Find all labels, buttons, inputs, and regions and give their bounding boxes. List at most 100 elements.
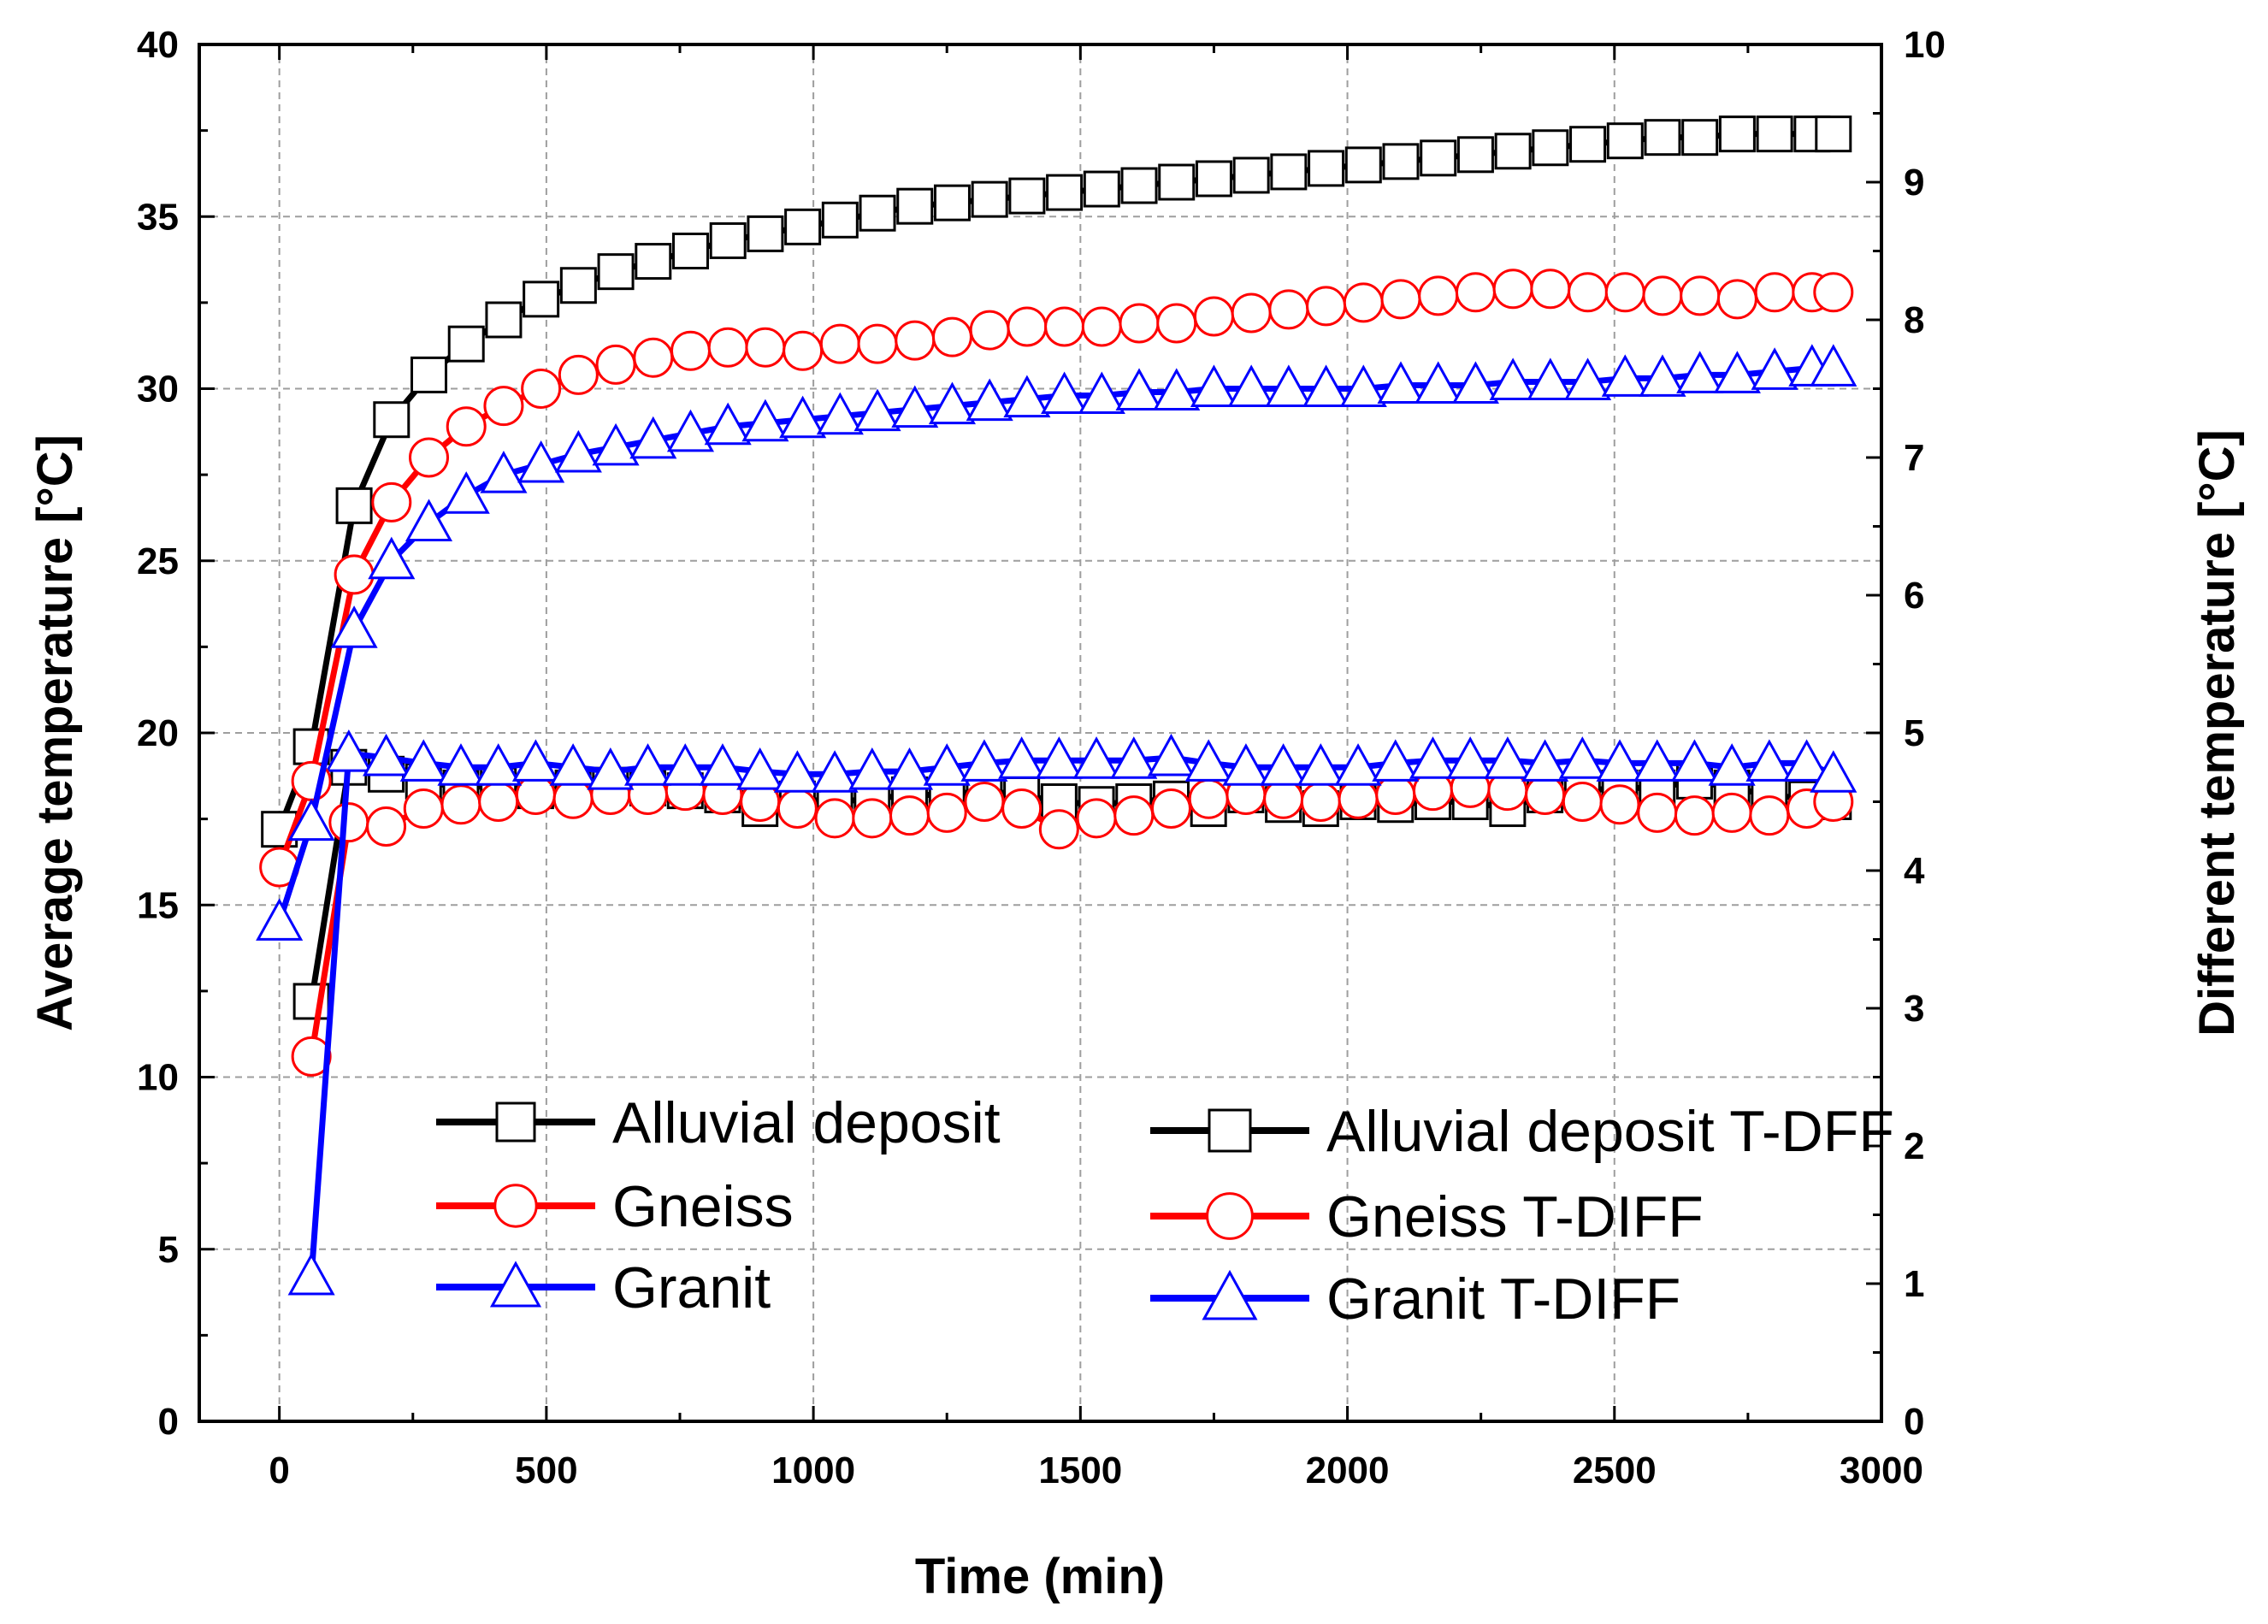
data-point: [1372, 739, 1420, 782]
data-point: [511, 739, 559, 782]
data-point: [1455, 272, 1496, 313]
data-point: [671, 233, 709, 269]
data-point: [517, 440, 565, 483]
y-tick-label: 40: [137, 24, 179, 66]
legend-marker: [495, 1101, 536, 1143]
data-point: [1754, 272, 1795, 313]
data-point: [1268, 289, 1309, 330]
data-point: [552, 778, 594, 819]
axis-layer: 0 500 1000 1500 2000 2500 30000510152025303540…: [137, 24, 1946, 1491]
legend-marker: [1202, 1269, 1258, 1320]
data-point: [1038, 809, 1079, 850]
data-point: [891, 385, 939, 428]
data-point: [784, 208, 822, 245]
data-point: [741, 399, 789, 442]
data-point: [1147, 733, 1196, 777]
data-point: [1639, 354, 1686, 397]
data-point: [1113, 795, 1155, 836]
x-tick-label: 0: [269, 1450, 289, 1491]
data-point: [1227, 364, 1275, 407]
data-point: [437, 743, 485, 786]
data-point: [334, 554, 375, 595]
data-point: [475, 743, 523, 786]
data-point: [1081, 306, 1122, 347]
legend-marker: [1208, 1108, 1252, 1153]
legend-entry: Gneiss: [436, 1174, 794, 1239]
data-point: [1072, 736, 1120, 779]
data-point: [480, 451, 528, 493]
data-point: [1382, 143, 1420, 180]
data-point: [1078, 371, 1125, 415]
legend-label: Alluvial deposit T-DFF: [1326, 1099, 1894, 1164]
data-point: [928, 381, 977, 425]
data-point: [373, 401, 410, 439]
series-1: [259, 269, 1854, 888]
x-axis-title: Time (min): [915, 1549, 1165, 1604]
data-point: [1745, 739, 1793, 782]
data-point: [363, 733, 410, 777]
data-point: [1420, 139, 1457, 177]
data-point: [1711, 792, 1752, 833]
data-point: [1718, 115, 1756, 153]
y2-tick-label: 8: [1904, 299, 1924, 341]
x-tick-label: 1500: [1038, 1450, 1122, 1491]
data-point: [1606, 122, 1644, 160]
data-point: [1568, 272, 1609, 313]
data-point: [1232, 156, 1270, 194]
data-point: [1492, 269, 1533, 310]
data-point: [1409, 736, 1457, 779]
data-point: [1265, 364, 1313, 407]
data-point: [1195, 160, 1232, 198]
data-point: [558, 354, 599, 395]
data-point: [1708, 743, 1756, 786]
legend-label: Alluvial deposit: [612, 1090, 1001, 1155]
data-point: [1756, 115, 1793, 153]
data-point: [523, 281, 560, 318]
y2-tick-label: 2: [1904, 1125, 1924, 1167]
data-point: [1562, 782, 1603, 822]
x-tick-label: 1000: [771, 1450, 855, 1491]
legend-marker: [1206, 1192, 1254, 1240]
data-point: [736, 747, 784, 790]
data-point: [1484, 736, 1532, 779]
data-point: [1270, 153, 1308, 191]
data-point: [1716, 279, 1757, 320]
y-tick-label: 30: [137, 369, 179, 410]
legend: Alluvial deposit Gneiss Granit Alluvial dep…: [436, 1090, 1894, 1332]
data-point: [1119, 303, 1160, 344]
data-point: [1343, 282, 1384, 323]
data-point: [1596, 739, 1644, 782]
data-point: [587, 747, 635, 790]
legend-marker: [489, 1261, 542, 1308]
data-point: [745, 327, 786, 368]
data-point: [1530, 269, 1571, 310]
data-point: [857, 323, 898, 364]
series-2: [256, 344, 1858, 941]
data-point: [1306, 286, 1347, 327]
data-point: [814, 798, 855, 839]
y-tick-label: 25: [137, 540, 179, 582]
data-point: [1670, 739, 1718, 782]
data-point: [933, 184, 971, 221]
data-point: [403, 788, 444, 830]
data-point: [554, 429, 602, 473]
data-point: [1334, 743, 1382, 786]
data-point: [1521, 739, 1569, 782]
data-point: [1599, 784, 1640, 825]
data-point: [1749, 795, 1790, 836]
data-point: [1263, 778, 1304, 819]
data-point: [325, 729, 373, 772]
data-point: [635, 243, 672, 281]
y2-tick-label: 5: [1904, 712, 1924, 754]
data-point: [1680, 275, 1721, 316]
data-point: [896, 187, 934, 225]
data-point: [747, 215, 784, 252]
series-5: [287, 729, 1858, 1296]
data-point: [1035, 736, 1083, 779]
data-point: [1456, 136, 1494, 174]
data-point: [409, 437, 450, 478]
data-point: [1041, 371, 1089, 415]
data-point: [1184, 739, 1232, 782]
data-point: [1083, 170, 1120, 208]
data-point: [478, 782, 519, 822]
